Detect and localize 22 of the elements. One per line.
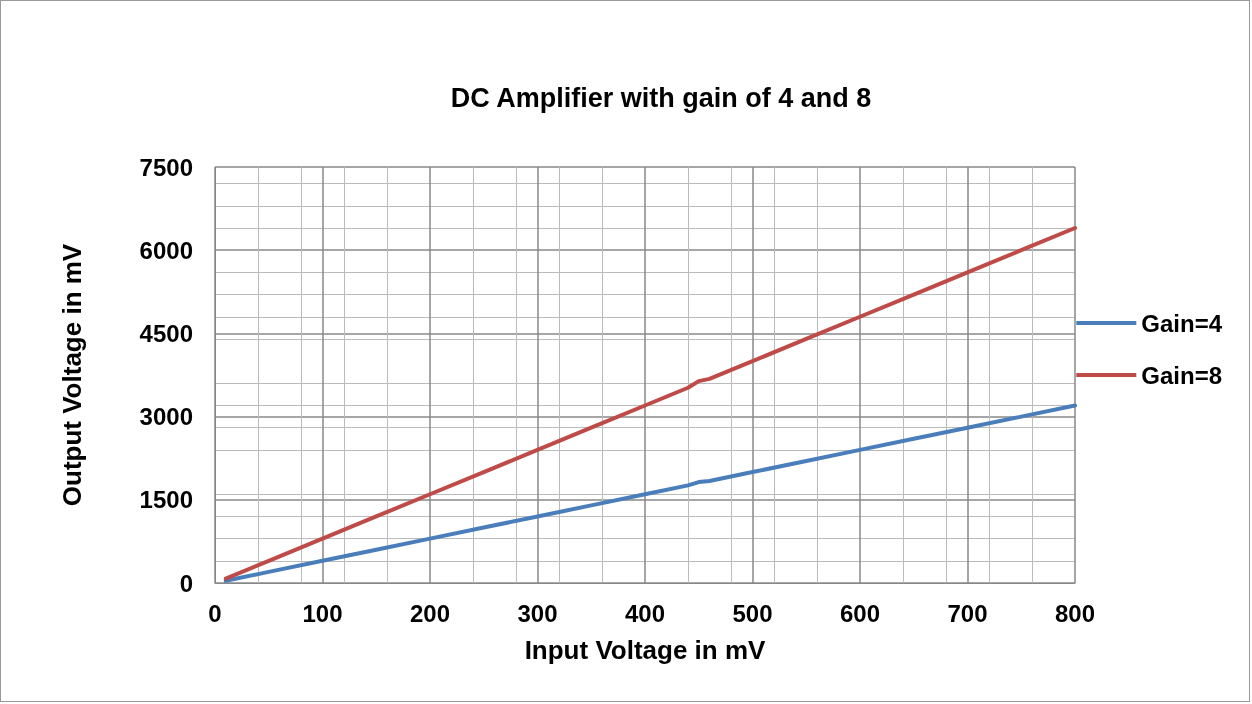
- x-tick-label: 400: [624, 599, 666, 627]
- line-series: [223, 226, 1077, 581]
- legend-label: Gain=8: [1141, 361, 1223, 389]
- y-tick-label: 0: [179, 569, 193, 597]
- x-tick-label: 100: [302, 599, 343, 627]
- x-tick-label: 200: [409, 599, 451, 627]
- x-axis-title: Input Voltage in mV: [524, 635, 767, 665]
- x-tick-label: 600: [839, 599, 881, 627]
- y-tick-label: 6000: [139, 236, 193, 264]
- y-tick-label: 4500: [139, 319, 193, 347]
- y-tick-label: 7500: [139, 153, 193, 181]
- chart-title: DC Amplifier with gain of 4 and 8: [450, 82, 872, 113]
- y-tick-label: 3000: [139, 403, 193, 431]
- y-tick-label: 1500: [139, 486, 193, 514]
- x-tick-label: 800: [1054, 599, 1096, 627]
- x-tick-label: 700: [947, 599, 988, 627]
- y-axis-title: Output Voltage in mV: [57, 243, 87, 507]
- legend-label: Gain=4: [1141, 309, 1223, 337]
- line-series: [223, 403, 1077, 583]
- x-tick-label: 300: [517, 599, 558, 627]
- x-tick-label: 500: [732, 599, 773, 627]
- x-tick-label: 0: [208, 599, 222, 627]
